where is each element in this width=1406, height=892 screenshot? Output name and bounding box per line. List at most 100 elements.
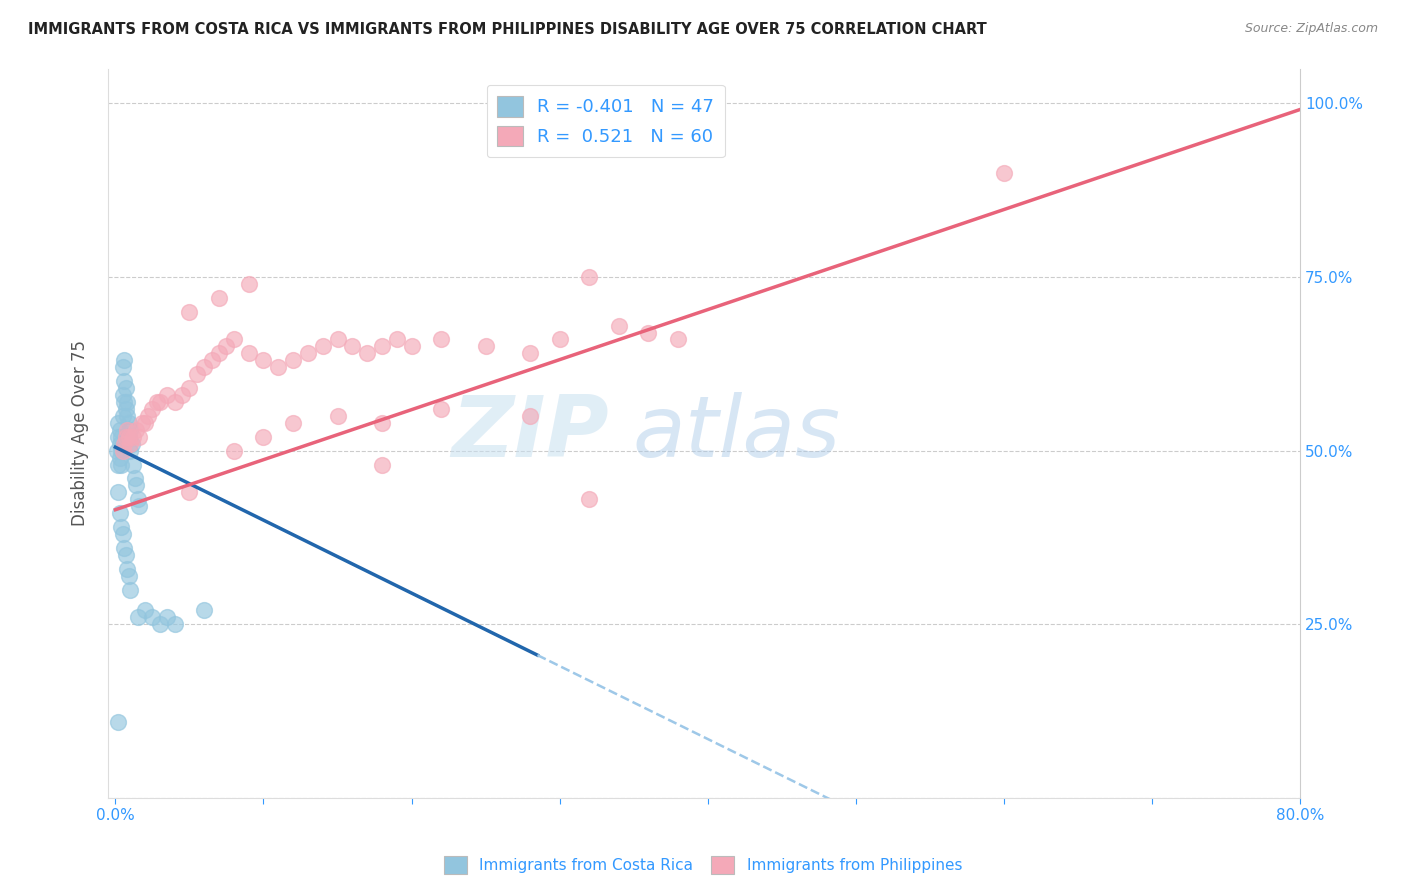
Point: [111, 409, 134, 423]
Text: ZIP: ZIP: [451, 392, 609, 475]
Point: [115, 423, 138, 437]
Point: [122, 430, 145, 444]
Point: [110, 520, 132, 534]
Point: [156, 610, 179, 624]
Point: [125, 478, 148, 492]
Point: [112, 353, 135, 368]
Point: [112, 541, 135, 555]
Point: [474, 339, 496, 353]
Point: [115, 409, 138, 423]
Point: [120, 423, 142, 437]
Y-axis label: Disability Age Over 75: Disability Age Over 75: [72, 340, 89, 526]
Point: [118, 430, 141, 444]
Point: [430, 401, 453, 416]
Point: [134, 603, 156, 617]
Point: [179, 381, 201, 395]
Point: [146, 395, 169, 409]
Point: [118, 416, 141, 430]
Point: [201, 353, 224, 368]
Point: [111, 443, 134, 458]
Point: [108, 450, 131, 465]
Point: [371, 458, 394, 472]
Text: Source: ZipAtlas.com: Source: ZipAtlas.com: [1244, 22, 1378, 36]
Point: [107, 430, 129, 444]
Point: [281, 353, 304, 368]
Point: [125, 423, 148, 437]
Point: [208, 291, 231, 305]
Point: [179, 485, 201, 500]
Point: [578, 269, 600, 284]
Text: atlas: atlas: [633, 392, 841, 475]
Point: [163, 617, 186, 632]
Point: [326, 409, 349, 423]
Point: [110, 458, 132, 472]
Point: [578, 110, 600, 124]
Point: [193, 603, 215, 617]
Point: [371, 339, 394, 353]
Point: [114, 430, 136, 444]
Point: [114, 381, 136, 395]
Point: [179, 304, 201, 318]
Point: [993, 166, 1015, 180]
Point: [111, 527, 134, 541]
Point: [111, 388, 134, 402]
Point: [519, 346, 541, 360]
Point: [105, 443, 128, 458]
Point: [107, 416, 129, 430]
Point: [115, 562, 138, 576]
Point: [215, 339, 238, 353]
Point: [163, 395, 186, 409]
Point: [170, 388, 193, 402]
Point: [128, 430, 150, 444]
Point: [312, 339, 335, 353]
Legend: R = -0.401   N = 47, R =  0.521   N = 60: R = -0.401 N = 47, R = 0.521 N = 60: [486, 85, 725, 157]
Point: [120, 436, 142, 450]
Point: [356, 346, 378, 360]
Point: [156, 388, 179, 402]
Point: [118, 430, 141, 444]
Point: [607, 318, 630, 333]
Point: [578, 492, 600, 507]
Point: [120, 443, 142, 458]
Point: [127, 610, 149, 624]
Point: [118, 568, 141, 582]
Point: [128, 500, 150, 514]
Point: [108, 506, 131, 520]
Point: [252, 430, 274, 444]
Point: [121, 436, 143, 450]
Point: [208, 346, 231, 360]
Point: [114, 401, 136, 416]
Point: [127, 492, 149, 507]
Point: [326, 333, 349, 347]
Point: [107, 458, 129, 472]
Text: IMMIGRANTS FROM COSTA RICA VS IMMIGRANTS FROM PHILIPPINES DISABILITY AGE OVER 75: IMMIGRANTS FROM COSTA RICA VS IMMIGRANTS…: [28, 22, 987, 37]
Point: [112, 395, 135, 409]
Point: [149, 395, 172, 409]
Point: [114, 548, 136, 562]
Point: [141, 401, 163, 416]
Point: [122, 458, 145, 472]
Point: [238, 277, 260, 291]
Point: [193, 360, 215, 375]
Point: [108, 423, 131, 437]
Point: [120, 582, 142, 597]
Point: [371, 416, 394, 430]
Point: [111, 360, 134, 375]
Point: [222, 333, 245, 347]
Point: [342, 339, 364, 353]
Point: [108, 436, 131, 450]
Point: [281, 416, 304, 430]
Point: [124, 471, 146, 485]
Point: [110, 430, 132, 444]
Point: [136, 409, 159, 423]
Point: [115, 395, 138, 409]
Point: [430, 333, 453, 347]
Point: [401, 339, 423, 353]
Point: [110, 443, 132, 458]
Point: [252, 353, 274, 368]
Point: [637, 326, 659, 340]
Point: [548, 333, 571, 347]
Point: [267, 360, 290, 375]
Point: [519, 409, 541, 423]
Legend: Immigrants from Costa Rica, Immigrants from Philippines: Immigrants from Costa Rica, Immigrants f…: [437, 850, 969, 880]
